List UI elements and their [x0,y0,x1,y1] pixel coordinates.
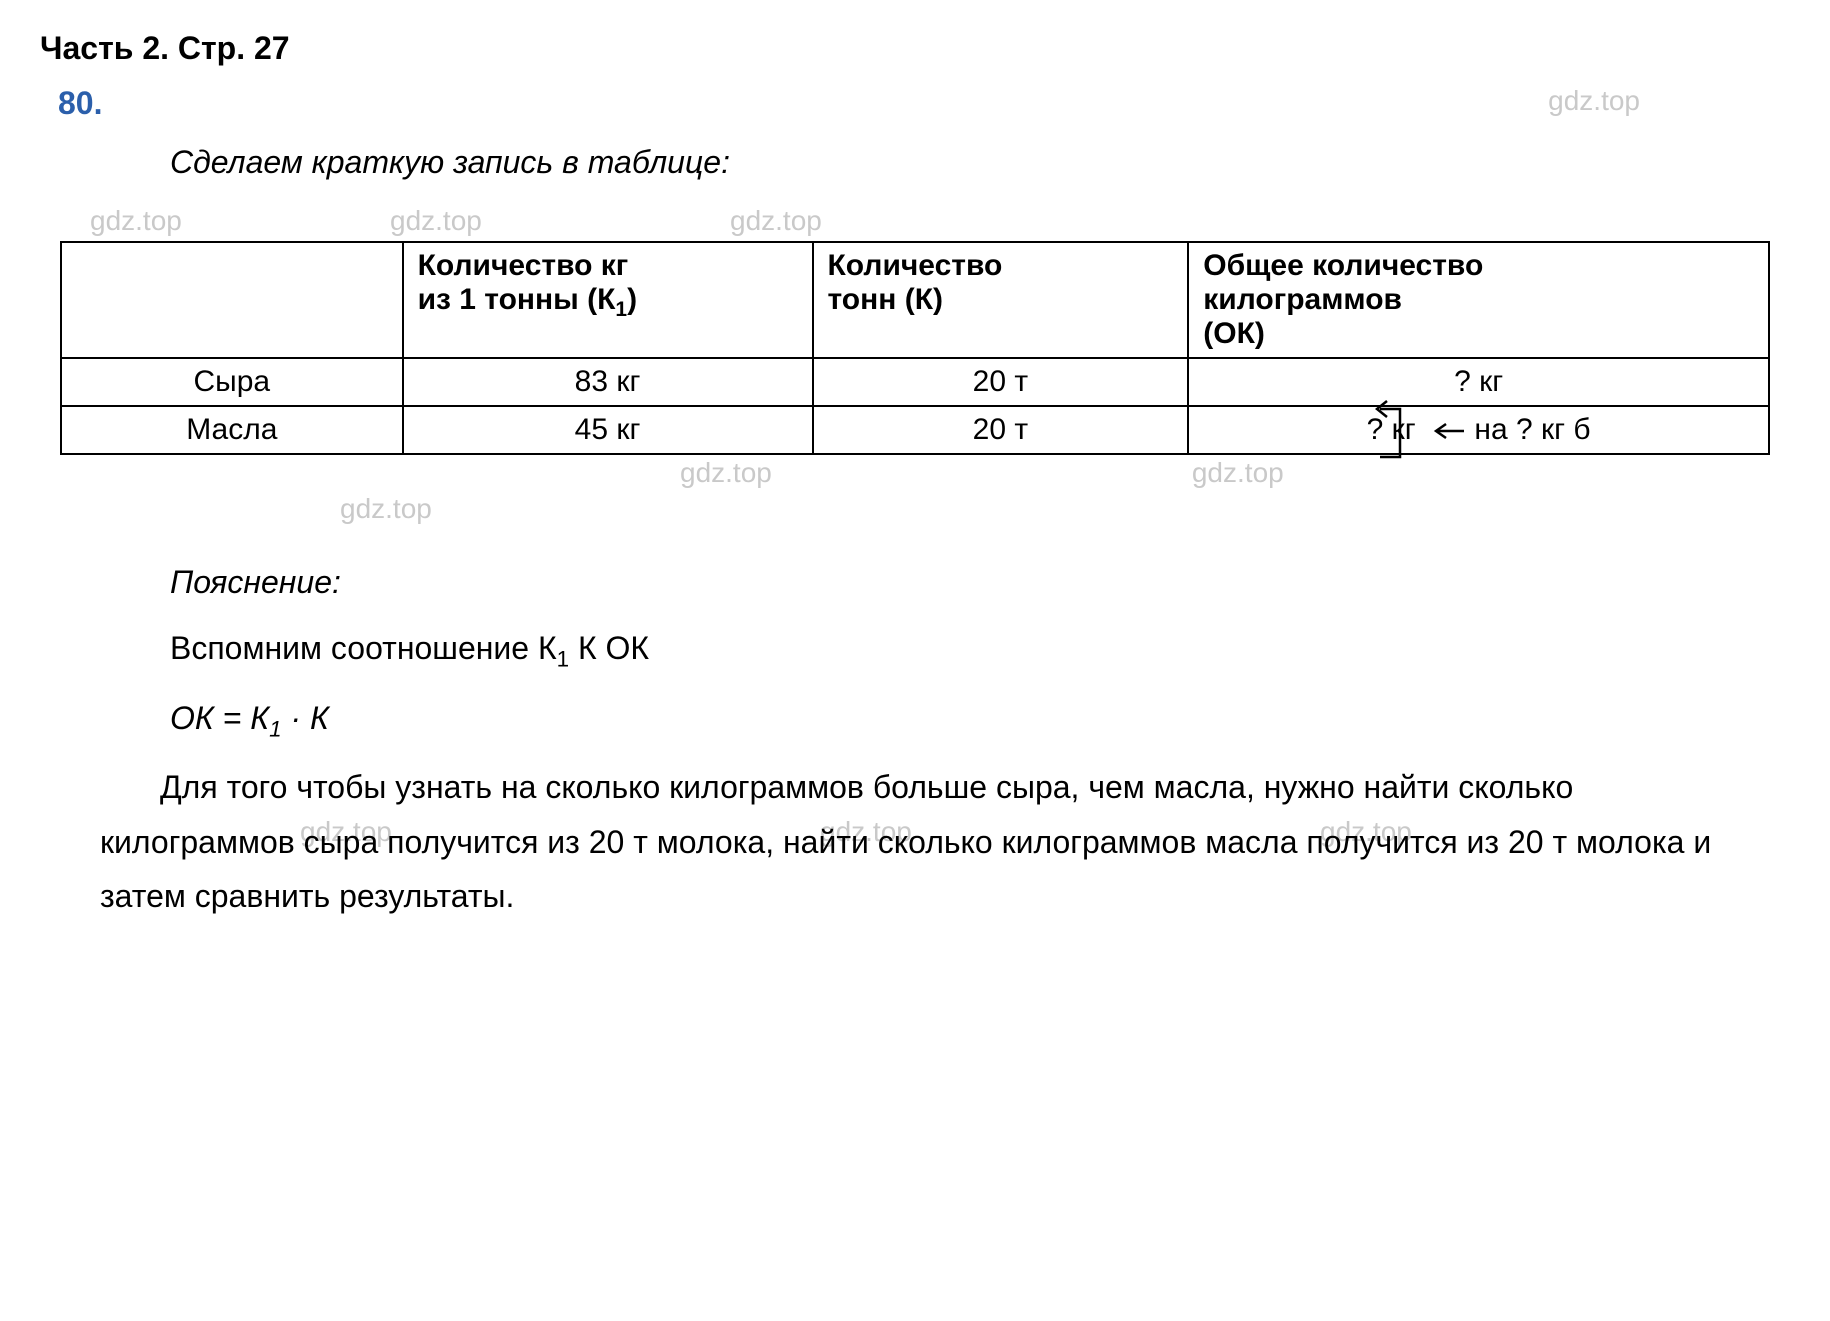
header-text: ) [627,283,637,316]
explanation-label: Пояснение: [170,555,1730,609]
table-header-tons: Количество тонн (К) [813,242,1189,358]
problem-number: 80. [58,85,1790,122]
table-header-empty [61,242,403,358]
table-header-row: Количество кг из 1 тонны (К1) Количество… [61,242,1769,358]
table-row: Масла 45 кг 20 т ? кг на ? кг б [61,406,1769,454]
intro-text: Сделаем краткую запись в таблице: [170,144,1790,181]
page-header: Часть 2. Стр. 27 [40,30,1790,67]
text: К ОК [569,630,649,666]
subscript: 1 [615,298,627,321]
recall-line: Вспомним соотношение К1 К ОК [170,621,1730,678]
formula-text: · К [282,700,329,736]
watermark: gdz.top [340,493,1770,525]
watermark: gdz.top [1192,457,1284,489]
row-label: Масла [61,406,403,454]
header-text: тонн (К) [828,283,944,316]
header-text: Количество кг [418,249,629,282]
watermark: gdz.top [730,205,1090,237]
formula-text: ОК = К [170,700,269,736]
arrow-left-icon [1432,422,1466,440]
table-header-per-ton: Количество кг из 1 тонны (К1) [403,242,813,358]
cell-total: ? кг [1188,358,1769,406]
cell-tons: 20 т [813,358,1189,406]
cell-tons: 20 т [813,406,1189,454]
table-container: gdz.top gdz.top gdz.top Количество кг из… [60,205,1770,525]
cell-per-ton: 45 кг [403,406,813,454]
explanation-block: Пояснение: Вспомним соотношение К1 К ОК … [100,555,1730,924]
explanation-paragraph: Для того чтобы узнать на сколько килогра… [100,760,1730,923]
subscript: 1 [557,647,569,672]
watermark: gdz.top [90,205,390,237]
text: Вспомним соотношение К [170,630,557,666]
header-text: Количество [828,249,1003,282]
table-header-total: Общее количество килограммов (ОК) [1188,242,1769,358]
row-label: Сыра [61,358,403,406]
watermark-row-above: gdz.top gdz.top gdz.top [60,205,1770,237]
table-row: Сыра 83 кг 20 т ? кг [61,358,1769,406]
watermark-row-below: gdz.top gdz.top [60,457,1770,489]
watermark: gdz.top [390,205,730,237]
header-text: килограммов [1203,283,1402,316]
watermark: gdz.top [680,457,772,489]
formula: ОК = К1 · К [170,691,1730,748]
cell-per-ton: 83 кг [403,358,813,406]
cell-value: ? кг [1454,365,1503,398]
extra-label: на ? кг б [1474,413,1590,446]
header-text: из 1 тонны (К [418,283,616,316]
cell-value: ? кг [1367,413,1416,446]
watermark: gdz.top [1548,85,1640,117]
header-text: Общее количество [1203,249,1483,282]
subscript: 1 [269,716,281,741]
cell-total: ? кг на ? кг б [1188,406,1769,454]
comparison-note: на ? кг б [1432,413,1591,446]
data-table: Количество кг из 1 тонны (К1) Количество… [60,241,1770,455]
header-text: (ОК) [1203,317,1265,350]
